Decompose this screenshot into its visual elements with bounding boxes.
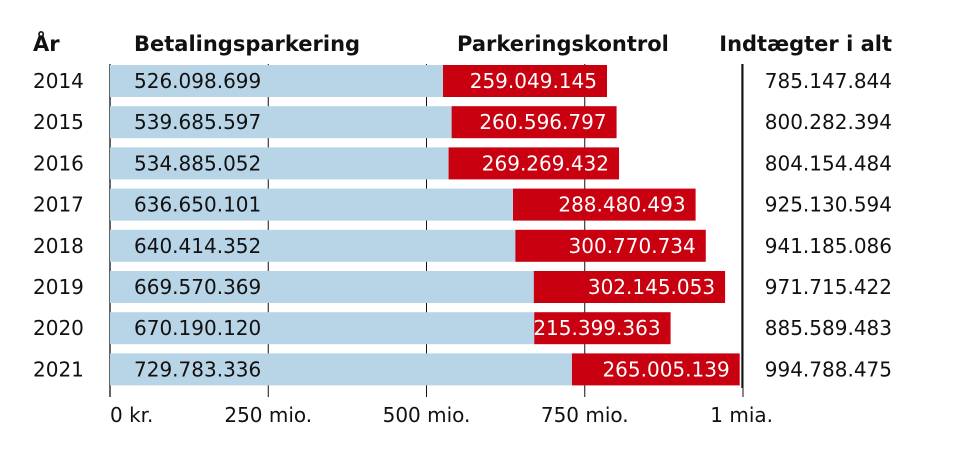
bar-parkeringskontrol (512, 188, 696, 221)
bar-betalingsparkering (110, 271, 534, 303)
text-layer: År Betalingsparkering Parkeringskontrol … (33, 31, 892, 427)
bar-betalingsparkering (110, 353, 572, 386)
x-tick-label-2: 500 mio. (383, 403, 471, 427)
bar-label-parkeringskontrol: 215.399.363 (533, 316, 660, 340)
bar-betalingsparkering (110, 312, 535, 345)
total-label: 800.282.394 (765, 110, 892, 134)
header-total: Indtægter i alt (719, 32, 892, 56)
x-tick-label-4: 1 mia. (710, 403, 773, 427)
bar-label-parkeringskontrol: 300.770.734 (569, 234, 696, 258)
bar-parkeringskontrol (571, 353, 740, 386)
bar-label-betalingsparkering: 636.650.101 (134, 193, 261, 217)
bar-betalingsparkering (110, 147, 449, 180)
year-label: 2021 (33, 357, 84, 381)
bar-label-betalingsparkering: 670.190.120 (134, 316, 261, 340)
bar-betalingsparkering (110, 65, 444, 97)
total-label: 804.154.484 (765, 151, 892, 175)
bar-label-betalingsparkering: 539.685.597 (134, 110, 261, 134)
header-series1: Betalingsparkering (134, 32, 360, 56)
total-label: 925.130.594 (765, 193, 892, 217)
total-label: 885.589.483 (765, 316, 892, 340)
bar-label-betalingsparkering: 640.414.352 (134, 234, 261, 258)
year-label: 2020 (33, 316, 84, 340)
bar-parkeringskontrol (448, 147, 620, 180)
year-label: 2019 (33, 275, 84, 299)
total-label: 941.185.086 (765, 234, 892, 258)
bar-betalingsparkering (110, 188, 513, 221)
bar-parkeringskontrol (443, 65, 607, 97)
bar-label-betalingsparkering: 729.783.336 (134, 357, 261, 381)
bar-betalingsparkering (110, 229, 516, 262)
bar-label-parkeringskontrol: 259.049.145 (470, 69, 597, 93)
header-series2: Parkeringskontrol (457, 32, 669, 56)
total-label: 971.715.422 (765, 275, 892, 299)
bar-layer (110, 65, 740, 386)
x-tick-label-3: 750 mio. (541, 403, 629, 427)
bar-label-betalingsparkering: 526.098.699 (134, 69, 261, 93)
year-label: 2016 (33, 151, 84, 175)
year-label: 2014 (33, 69, 84, 93)
bar-label-parkeringskontrol: 265.005.139 (602, 357, 729, 381)
year-label: 2017 (33, 193, 84, 217)
x-tick-label-0: 0 kr. (110, 403, 153, 427)
bar-label-parkeringskontrol: 269.269.432 (482, 151, 609, 175)
bar-label-betalingsparkering: 669.570.369 (134, 275, 261, 299)
bar-betalingsparkering (110, 106, 452, 139)
bar-label-parkeringskontrol: 302.145.053 (588, 275, 715, 299)
bar-parkeringskontrol (515, 229, 706, 262)
x-tick-label-1: 250 mio. (224, 403, 312, 427)
year-label: 2015 (33, 110, 84, 134)
total-label: 785.147.844 (765, 69, 892, 93)
bar-parkeringskontrol (533, 271, 726, 303)
total-label: 994.788.475 (765, 357, 892, 381)
bar-parkeringskontrol (451, 106, 617, 139)
bar-parkeringskontrol (534, 312, 671, 345)
header-year: År (33, 31, 60, 56)
bar-label-parkeringskontrol: 288.480.493 (558, 193, 685, 217)
year-label: 2018 (33, 234, 84, 258)
bar-label-betalingsparkering: 534.885.052 (134, 151, 261, 175)
bar-label-parkeringskontrol: 260.596.797 (479, 110, 606, 134)
